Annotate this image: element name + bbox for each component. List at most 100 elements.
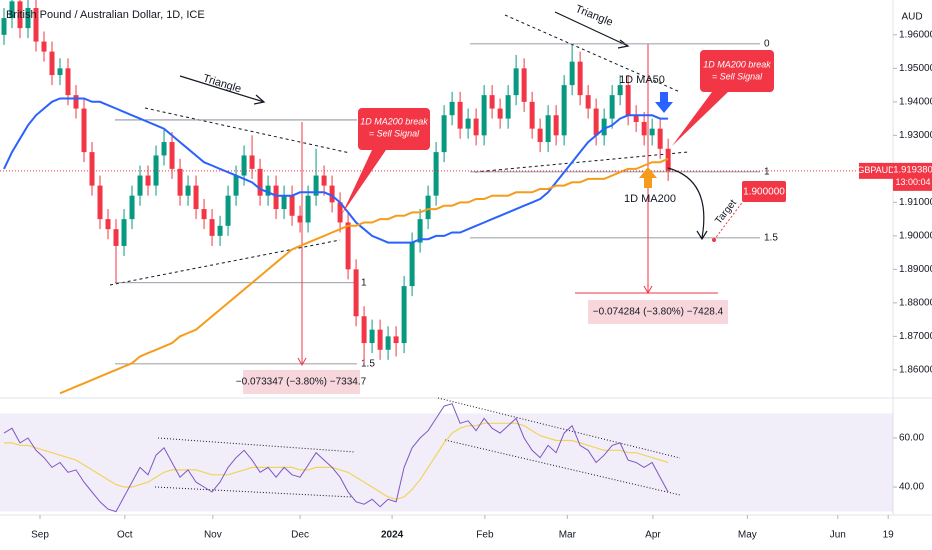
candle-body xyxy=(633,115,639,122)
candle-body xyxy=(377,329,383,350)
candle-body xyxy=(513,68,519,96)
candle-body xyxy=(257,168,263,196)
candle-body xyxy=(401,286,407,344)
candle-body xyxy=(17,1,23,29)
rsi-pane xyxy=(0,397,897,513)
y-tick-label: 1.940000 xyxy=(899,96,932,107)
y-tick-label: 1.910000 xyxy=(899,197,932,208)
target-price-box xyxy=(742,181,786,202)
callout-text: = Sell Signal xyxy=(369,128,420,138)
candle-body xyxy=(657,128,663,149)
candle-body xyxy=(505,95,511,119)
candle-body xyxy=(369,329,375,344)
candle-body xyxy=(481,95,487,136)
y-tick-label: 1.950000 xyxy=(899,63,932,74)
candle-body xyxy=(417,219,423,243)
candle-body xyxy=(121,219,127,246)
candle-body xyxy=(465,118,471,129)
price-pane xyxy=(0,0,893,395)
candle-body xyxy=(361,316,367,344)
arrow xyxy=(554,11,629,47)
target-line xyxy=(713,199,745,241)
ma200-arrow xyxy=(639,167,657,188)
rsi-trendline xyxy=(437,397,681,459)
x-tick-label: 2024 xyxy=(381,530,404,541)
rsi-tick-label: 40.00 xyxy=(899,482,924,493)
arrow-head xyxy=(253,94,266,105)
y-tick-label: 1.900000 xyxy=(899,231,932,242)
candle-body xyxy=(273,185,279,210)
candle-body xyxy=(201,209,207,220)
x-tick-label: Oct xyxy=(117,530,133,541)
candle-body xyxy=(537,128,543,143)
candle-body xyxy=(641,121,647,136)
rsi-ma xyxy=(4,422,669,500)
candle-body xyxy=(441,115,447,153)
countdown: 13:00:04 xyxy=(895,177,930,187)
fib-label: 1.5 xyxy=(361,358,375,369)
x-tick-label: Sep xyxy=(31,530,49,541)
arrow-head xyxy=(696,230,708,241)
candle-body xyxy=(217,225,223,236)
candle-body xyxy=(577,61,583,96)
measure-box xyxy=(588,300,728,324)
candle-body xyxy=(561,85,567,136)
candle-body xyxy=(457,101,463,129)
candle-body xyxy=(553,115,559,136)
trendline xyxy=(144,107,351,154)
candle-body xyxy=(593,108,599,136)
candle-body xyxy=(393,336,399,344)
moving-average xyxy=(3,97,669,244)
candle-body xyxy=(409,242,415,287)
last-price-box xyxy=(893,162,932,191)
candle-body xyxy=(473,118,479,136)
candle-body xyxy=(329,185,335,203)
trendline xyxy=(504,14,681,93)
candle-body xyxy=(137,175,143,196)
candle-body xyxy=(497,108,503,119)
callout-text: = Sell Signal xyxy=(712,71,763,81)
callout-text: 1D MA200 break xyxy=(360,116,428,126)
y-tick-label: 1.870000 xyxy=(899,331,932,342)
arrow-head xyxy=(297,357,307,367)
candle-body xyxy=(585,95,591,109)
symbol-label: GBPAUD xyxy=(857,165,895,175)
candle-body xyxy=(649,128,655,136)
y-tick-label: 1.890000 xyxy=(899,264,932,275)
measure-label: −0.073347 (−3.80%) −7334.7 xyxy=(236,377,367,388)
candle-body xyxy=(625,85,631,116)
candle-body xyxy=(241,155,247,176)
candle-body xyxy=(249,155,255,169)
candle-body xyxy=(569,61,575,86)
x-tick-label: Jun xyxy=(830,530,846,541)
candle-body xyxy=(297,215,303,223)
candle-body xyxy=(281,195,287,210)
rsi-trendline xyxy=(444,439,681,496)
candle-body xyxy=(209,219,215,236)
candle-body xyxy=(193,185,199,210)
candle-body xyxy=(337,202,343,223)
candle-body xyxy=(49,51,55,76)
measure-label: −0.074284 (−3.80%) −7428.4 xyxy=(593,307,724,318)
chart-title: British Pound / Australian Dollar, 1D, I… xyxy=(6,9,205,21)
candle-body xyxy=(89,152,95,186)
candle-body xyxy=(617,85,623,96)
ma50-label: 1D MA50 xyxy=(619,74,665,86)
candle-body xyxy=(345,222,351,270)
candle-body xyxy=(145,175,151,186)
y-tick-label: 1.930000 xyxy=(899,130,932,141)
candle-body xyxy=(169,142,175,169)
x-tick-label: Dec xyxy=(291,530,309,541)
candle-body xyxy=(225,195,231,226)
y-tick-label: 1.860000 xyxy=(899,365,932,376)
candle-body xyxy=(601,118,607,136)
candle-body xyxy=(57,68,63,76)
sell-signal-callout xyxy=(342,108,430,214)
x-tick-label: May xyxy=(738,530,757,541)
fib-label: 1 xyxy=(361,277,367,288)
candle-body xyxy=(9,1,15,19)
arrow xyxy=(179,75,265,103)
sell-signal-callout xyxy=(672,50,774,146)
